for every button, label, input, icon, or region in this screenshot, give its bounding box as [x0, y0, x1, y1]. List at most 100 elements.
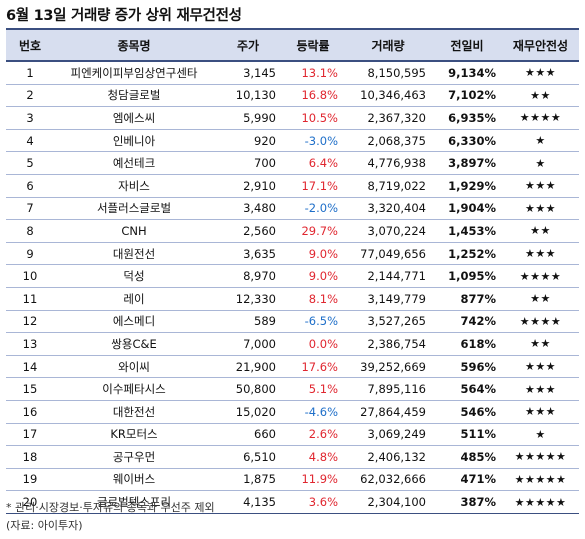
cell-ratio: 546%: [432, 400, 502, 424]
cell-price: 15,020: [214, 400, 282, 424]
cell-price: 3,480: [214, 197, 282, 221]
cell-name: KR모터스: [54, 423, 214, 447]
cell-volume: 2,304,100: [344, 490, 432, 514]
cell-ratio: 1,929%: [432, 174, 502, 198]
cell-safety-stars: ★★★★★: [502, 490, 579, 514]
table-row: 1 피엔케이피부임상연구센타 3,145 13.1% 8,150,595 9,134% ★★…: [6, 61, 579, 85]
cell-price: 12,330: [214, 287, 282, 311]
cell-change: 9.0%: [282, 264, 344, 288]
cell-price: 4,135: [214, 490, 282, 514]
cell-safety-stars: ★★★: [502, 61, 579, 85]
table-row: 10 덕성 8,970 9.0% 2,144,771 1,095% ★★★★: [6, 264, 579, 288]
cell-name: 피엔케이피부임상연구센타: [54, 61, 214, 85]
cell-ratio: 1,453%: [432, 219, 502, 243]
cell-volume: 10,346,463: [344, 84, 432, 108]
cell-no: 8: [6, 219, 54, 243]
footnote: * 관리·시장경보·투자유의 종목과 우선주 제외: [6, 501, 215, 514]
cell-price: 21,900: [214, 355, 282, 379]
cell-volume: 3,320,404: [344, 197, 432, 221]
cell-safety-stars: ★★★: [502, 197, 579, 221]
cell-volume: 3,070,224: [344, 219, 432, 243]
cell-safety-stars: ★: [502, 151, 579, 175]
table-row: 8 CNH 2,560 29.7% 3,070,224 1,453% ★★: [6, 219, 579, 243]
cell-change: 16.8%: [282, 84, 344, 108]
cell-no: 6: [6, 174, 54, 198]
cell-price: 2,560: [214, 219, 282, 243]
cell-price: 2,910: [214, 174, 282, 198]
table-row: 2 청담글로벌 10,130 16.8% 10,346,463 7,102% ★★: [6, 84, 579, 108]
cell-safety-stars: ★: [502, 129, 579, 153]
cell-no: 13: [6, 332, 54, 356]
cell-name: 엠에스씨: [54, 106, 214, 130]
cell-volume: 39,252,669: [344, 355, 432, 379]
table-row: 3 엠에스씨 5,990 10.5% 2,367,320 6,935% ★★★★: [6, 106, 579, 130]
cell-price: 50,800: [214, 377, 282, 401]
table-row: 19 웨이버스 1,875 11.9% 62,032,666 471% ★★★★★: [6, 468, 579, 492]
cell-safety-stars: ★★★★★: [502, 468, 579, 492]
cell-change: 9.0%: [282, 242, 344, 266]
cell-price: 8,970: [214, 264, 282, 288]
cell-price: 3,635: [214, 242, 282, 266]
cell-volume: 27,864,459: [344, 400, 432, 424]
cell-no: 20: [6, 490, 54, 514]
cell-volume: 4,776,938: [344, 151, 432, 175]
header-ratio: 전일비: [432, 28, 502, 62]
table-row: 9 대원전선 3,635 9.0% 77,049,656 1,252% ★★★: [6, 242, 579, 266]
table-header-row: 번호 종목명 주가 등락률 거래량 전일비 재무안전성: [6, 28, 579, 62]
cell-change: 17.1%: [282, 174, 344, 198]
cell-safety-stars: ★★★: [502, 377, 579, 401]
cell-volume: 3,149,779: [344, 287, 432, 311]
cell-change: 6.4%: [282, 151, 344, 175]
cell-safety-stars: ★★★: [502, 400, 579, 424]
table-row: 6 자비스 2,910 17.1% 8,719,022 1,929% ★★★: [6, 174, 579, 198]
table-row: 20 글로벌텍스프리 4,135 3.6% 2,304,100 387% ★★★★★: [6, 490, 579, 514]
cell-name: 와이씨: [54, 355, 214, 379]
cell-price: 6,510: [214, 445, 282, 469]
cell-ratio: 6,330%: [432, 129, 502, 153]
report-title: 6월 13일 거래량 증가 상위 재무건전성: [6, 8, 242, 24]
cell-name: 대원전선: [54, 242, 214, 266]
table-row: 15 이수페타시스 50,800 5.1% 7,895,116 564% ★★★: [6, 377, 579, 401]
cell-change: 17.6%: [282, 355, 344, 379]
cell-price: 589: [214, 310, 282, 334]
cell-ratio: 387%: [432, 490, 502, 514]
cell-safety-stars: ★★★★: [502, 106, 579, 130]
cell-no: 9: [6, 242, 54, 266]
cell-safety-stars: ★★: [502, 84, 579, 108]
cell-no: 14: [6, 355, 54, 379]
cell-no: 4: [6, 129, 54, 153]
cell-ratio: 6,935%: [432, 106, 502, 130]
cell-volume: 2,386,754: [344, 332, 432, 356]
cell-name: 예선테크: [54, 151, 214, 175]
cell-safety-stars: ★★★★: [502, 310, 579, 334]
table-row: 12 에스메디 589 -6.5% 3,527,265 742% ★★★★: [6, 310, 579, 334]
cell-safety-stars: ★: [502, 423, 579, 447]
cell-safety-stars: ★★★★★: [502, 445, 579, 469]
cell-name: 덕성: [54, 264, 214, 288]
cell-name: 쌍용C&E: [54, 332, 214, 356]
cell-ratio: 7,102%: [432, 84, 502, 108]
cell-no: 17: [6, 423, 54, 447]
cell-ratio: 564%: [432, 377, 502, 401]
cell-name: 서플러스글로벌: [54, 197, 214, 221]
cell-name: 자비스: [54, 174, 214, 198]
cell-volume: 2,406,132: [344, 445, 432, 469]
cell-name: 인베니아: [54, 129, 214, 153]
cell-no: 10: [6, 264, 54, 288]
cell-price: 700: [214, 151, 282, 175]
cell-price: 920: [214, 129, 282, 153]
cell-no: 19: [6, 468, 54, 492]
cell-volume: 8,719,022: [344, 174, 432, 198]
cell-safety-stars: ★★: [502, 287, 579, 311]
cell-volume: 77,049,656: [344, 242, 432, 266]
table-row: 4 인베니아 920 -3.0% 2,068,375 6,330% ★: [6, 129, 579, 153]
header-safety: 재무안전성: [502, 28, 579, 62]
table-row: 5 예선테크 700 6.4% 4,776,938 3,897% ★: [6, 151, 579, 175]
cell-name: 레이: [54, 287, 214, 311]
cell-change: -3.0%: [282, 129, 344, 153]
cell-ratio: 485%: [432, 445, 502, 469]
cell-safety-stars: ★★: [502, 332, 579, 356]
cell-change: 4.8%: [282, 445, 344, 469]
cell-name: 이수페타시스: [54, 377, 214, 401]
cell-no: 5: [6, 151, 54, 175]
